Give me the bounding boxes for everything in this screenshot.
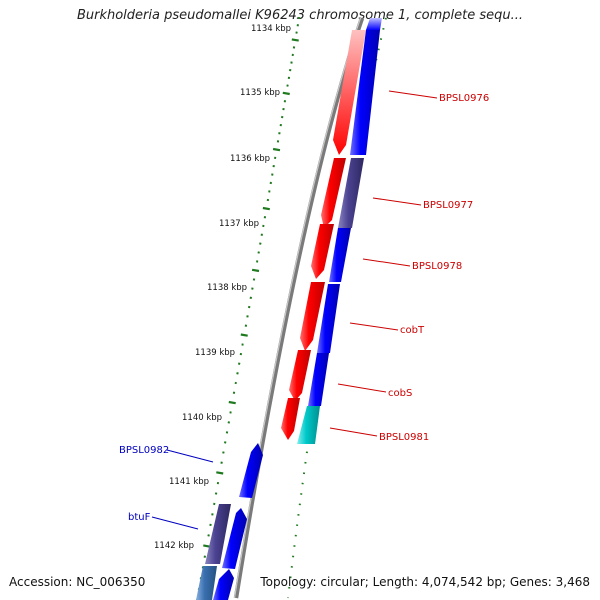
gene-cobs-reverse [289,350,311,401]
leader-btuf [151,516,199,530]
gene-btuf-right [222,508,247,569]
tick-label-1135: 1135 kbp [240,88,280,98]
tick-label-1140: 1140 kbp [182,413,222,423]
major-tick [282,91,290,96]
tick-label-1137: 1137 kbp [219,219,259,229]
tick-label-1138: 1138 kbp [207,283,247,293]
leader-bpsl0981 [329,427,378,437]
gene-label-cobt[interactable]: cobT [400,325,425,336]
gene-label-cobs[interactable]: cobS [388,388,412,399]
gene-btuf-left [205,504,231,564]
gene-label-btuf[interactable]: btuF [128,512,151,523]
gene-label-bpsl0978[interactable]: BPSL0978 [412,261,462,272]
gene-bpsl0978-reverse [311,224,334,279]
leader-lines [151,90,438,530]
leader-bpsl0982 [166,449,214,463]
leader-bpsl0976 [388,90,438,99]
leader-bpsl0978 [362,258,411,267]
gene-bpsl0981-forward [297,406,320,444]
gene-bpsl0977-reverse [321,158,346,228]
major-tick [228,400,236,405]
tick-label-1134: 1134 kbp [251,24,291,34]
ruler-ticks [195,16,301,600]
genome-summary-text: Topology: circular; Length: 4,074,542 bp… [260,575,590,589]
major-tick [216,471,224,475]
map-title: Burkholderia pseudomallei K96243 chromos… [76,8,524,23]
tick-label-1136: 1136 kbp [230,154,270,164]
leader-cobt [349,322,399,331]
gene-bpsl0978-forward [329,228,351,282]
gene-bottom-right [213,569,234,600]
gene-bpsl0976-reverse [333,30,366,155]
inner-track [196,443,263,600]
gene-bpsl0982 [239,443,263,498]
tick-label-1142: 1142 kbp [154,541,194,551]
gene-bpsl0977-forward [338,158,364,228]
major-tick [272,147,281,152]
forward-strand-track [297,18,382,444]
major-tick [262,206,270,211]
gene-bpsl0976-forward [350,30,380,155]
gene-bottom-left [196,566,217,600]
gene-label-bpsl0976[interactable]: BPSL0976 [439,93,489,104]
reverse-strand-track [281,30,366,440]
gene-label-bpsl0982[interactable]: BPSL0982 [119,445,169,456]
gene-cobs-forward [308,353,329,406]
leader-cobs [337,383,387,393]
leader-bpsl0977 [372,197,422,206]
major-tick [251,268,260,273]
gene-label-bpsl0977[interactable]: BPSL0977 [423,200,473,211]
accession-text: Accession: NC_006350 [9,575,146,589]
gene-top-forward [366,18,382,30]
major-tick [203,544,211,548]
gene-cobt-forward [317,284,340,353]
gene-labels: BPSL0976 BPSL0977 BPSL0978 cobT cobS BPS… [119,93,489,523]
major-tick [291,38,299,42]
gene-label-bpsl0981[interactable]: BPSL0981 [379,432,429,443]
tick-labels: 1134 kbp 1135 kbp 1136 kbp 1137 kbp 1138… [154,24,291,551]
tick-label-1141: 1141 kbp [169,477,209,487]
gene-bpsl0981-reverse [281,398,300,440]
tick-label-1139: 1139 kbp [195,348,235,358]
gene-cobt-reverse [300,282,325,351]
major-tick [240,333,248,337]
